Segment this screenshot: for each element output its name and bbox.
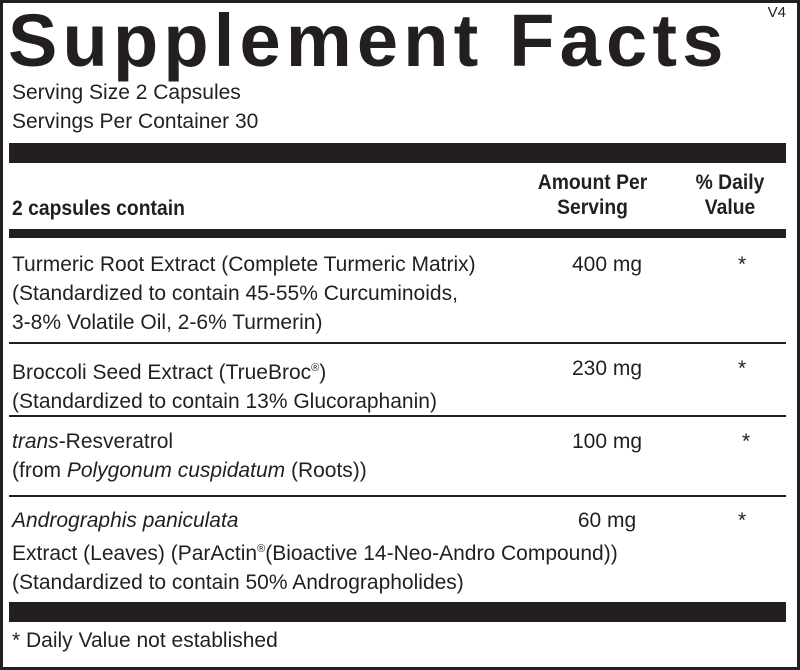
name-text: Extract (Leaves) (ParActin [12,542,258,565]
page-title: Supplement Facts [8,0,729,82]
registered-mark: ® [311,362,320,374]
header-daily-value: % Daily Value [684,170,776,220]
ingredient-name: Broccoli Seed Extract (TrueBroc®) (Stand… [12,354,437,416]
version-label: V4 [767,4,786,21]
name-text: -Resveratrol [58,430,174,453]
name-line: (from Polygonum cuspidatum (Roots)) [12,456,367,485]
name-text: ) [319,361,327,384]
header-amount: Amount Per Serving [530,170,654,220]
name-line: 3-8% Volatile Oil, 2-6% Turmerin) [12,311,323,334]
ingredient-dv: * [742,430,751,453]
row-divider [9,415,786,417]
name-line: Broccoli Seed Extract (TrueBroc®) [12,354,437,387]
ingredient-amount: 100 mg [571,430,643,453]
name-line: trans-Resveratrol [12,427,367,456]
row-divider [9,495,786,497]
serving-size: Serving Size 2 Capsules [12,81,241,104]
name-text: Broccoli Seed Extract (TrueBroc [12,361,312,384]
name-line: (Standardized to contain 50% Andrographo… [12,571,464,594]
header-dv-line2: Value [704,196,756,219]
name-italic: trans [12,430,59,453]
header-dv-line1: % Daily [695,171,765,194]
name-line: Turmeric Root Extract (Complete Turmeric… [12,253,476,276]
name-line: (Standardized to contain 13% Glucoraphan… [12,390,437,413]
registered-mark: ® [257,543,266,555]
name-italic: Polygonum cuspidatum [66,459,286,482]
medium-divider [9,229,786,238]
name-line: Andrographis paniculata [12,506,618,535]
ingredient-dv: * [738,357,747,380]
ingredient-name: Turmeric Root Extract (Complete Turmeric… [12,250,476,337]
thick-divider [9,143,786,163]
name-line: Extract (Leaves) (ParActin®(Bioactive 14… [12,535,618,568]
footnote: * Daily Value not established [12,629,278,652]
header-amount-line1: Amount Per [537,171,648,194]
servings-per-container: Servings Per Container 30 [12,110,259,133]
thick-divider [9,602,786,622]
header-amount-line2: Serving [557,196,628,219]
ingredient-amount: 60 mg [577,509,637,532]
ingredient-amount: 230 mg [571,357,643,380]
name-text: (Bioactive 14-Neo-Andro Compound)) [265,542,618,565]
ingredient-dv: * [738,253,747,276]
ingredient-dv: * [738,509,747,532]
row-divider [9,342,786,344]
ingredient-amount: 400 mg [571,253,643,276]
name-text: (Roots)) [285,459,367,482]
name-line: (Standardized to contain 45-55% Curcumin… [12,282,458,305]
ingredient-name: trans-Resveratrol (from Polygonum cuspid… [12,427,367,485]
ingredient-name: Andrographis paniculata Extract (Leaves)… [12,506,618,597]
header-contain: 2 capsules contain [12,197,185,220]
name-italic: Andrographis paniculata [12,509,239,532]
name-text: (from [12,459,67,482]
